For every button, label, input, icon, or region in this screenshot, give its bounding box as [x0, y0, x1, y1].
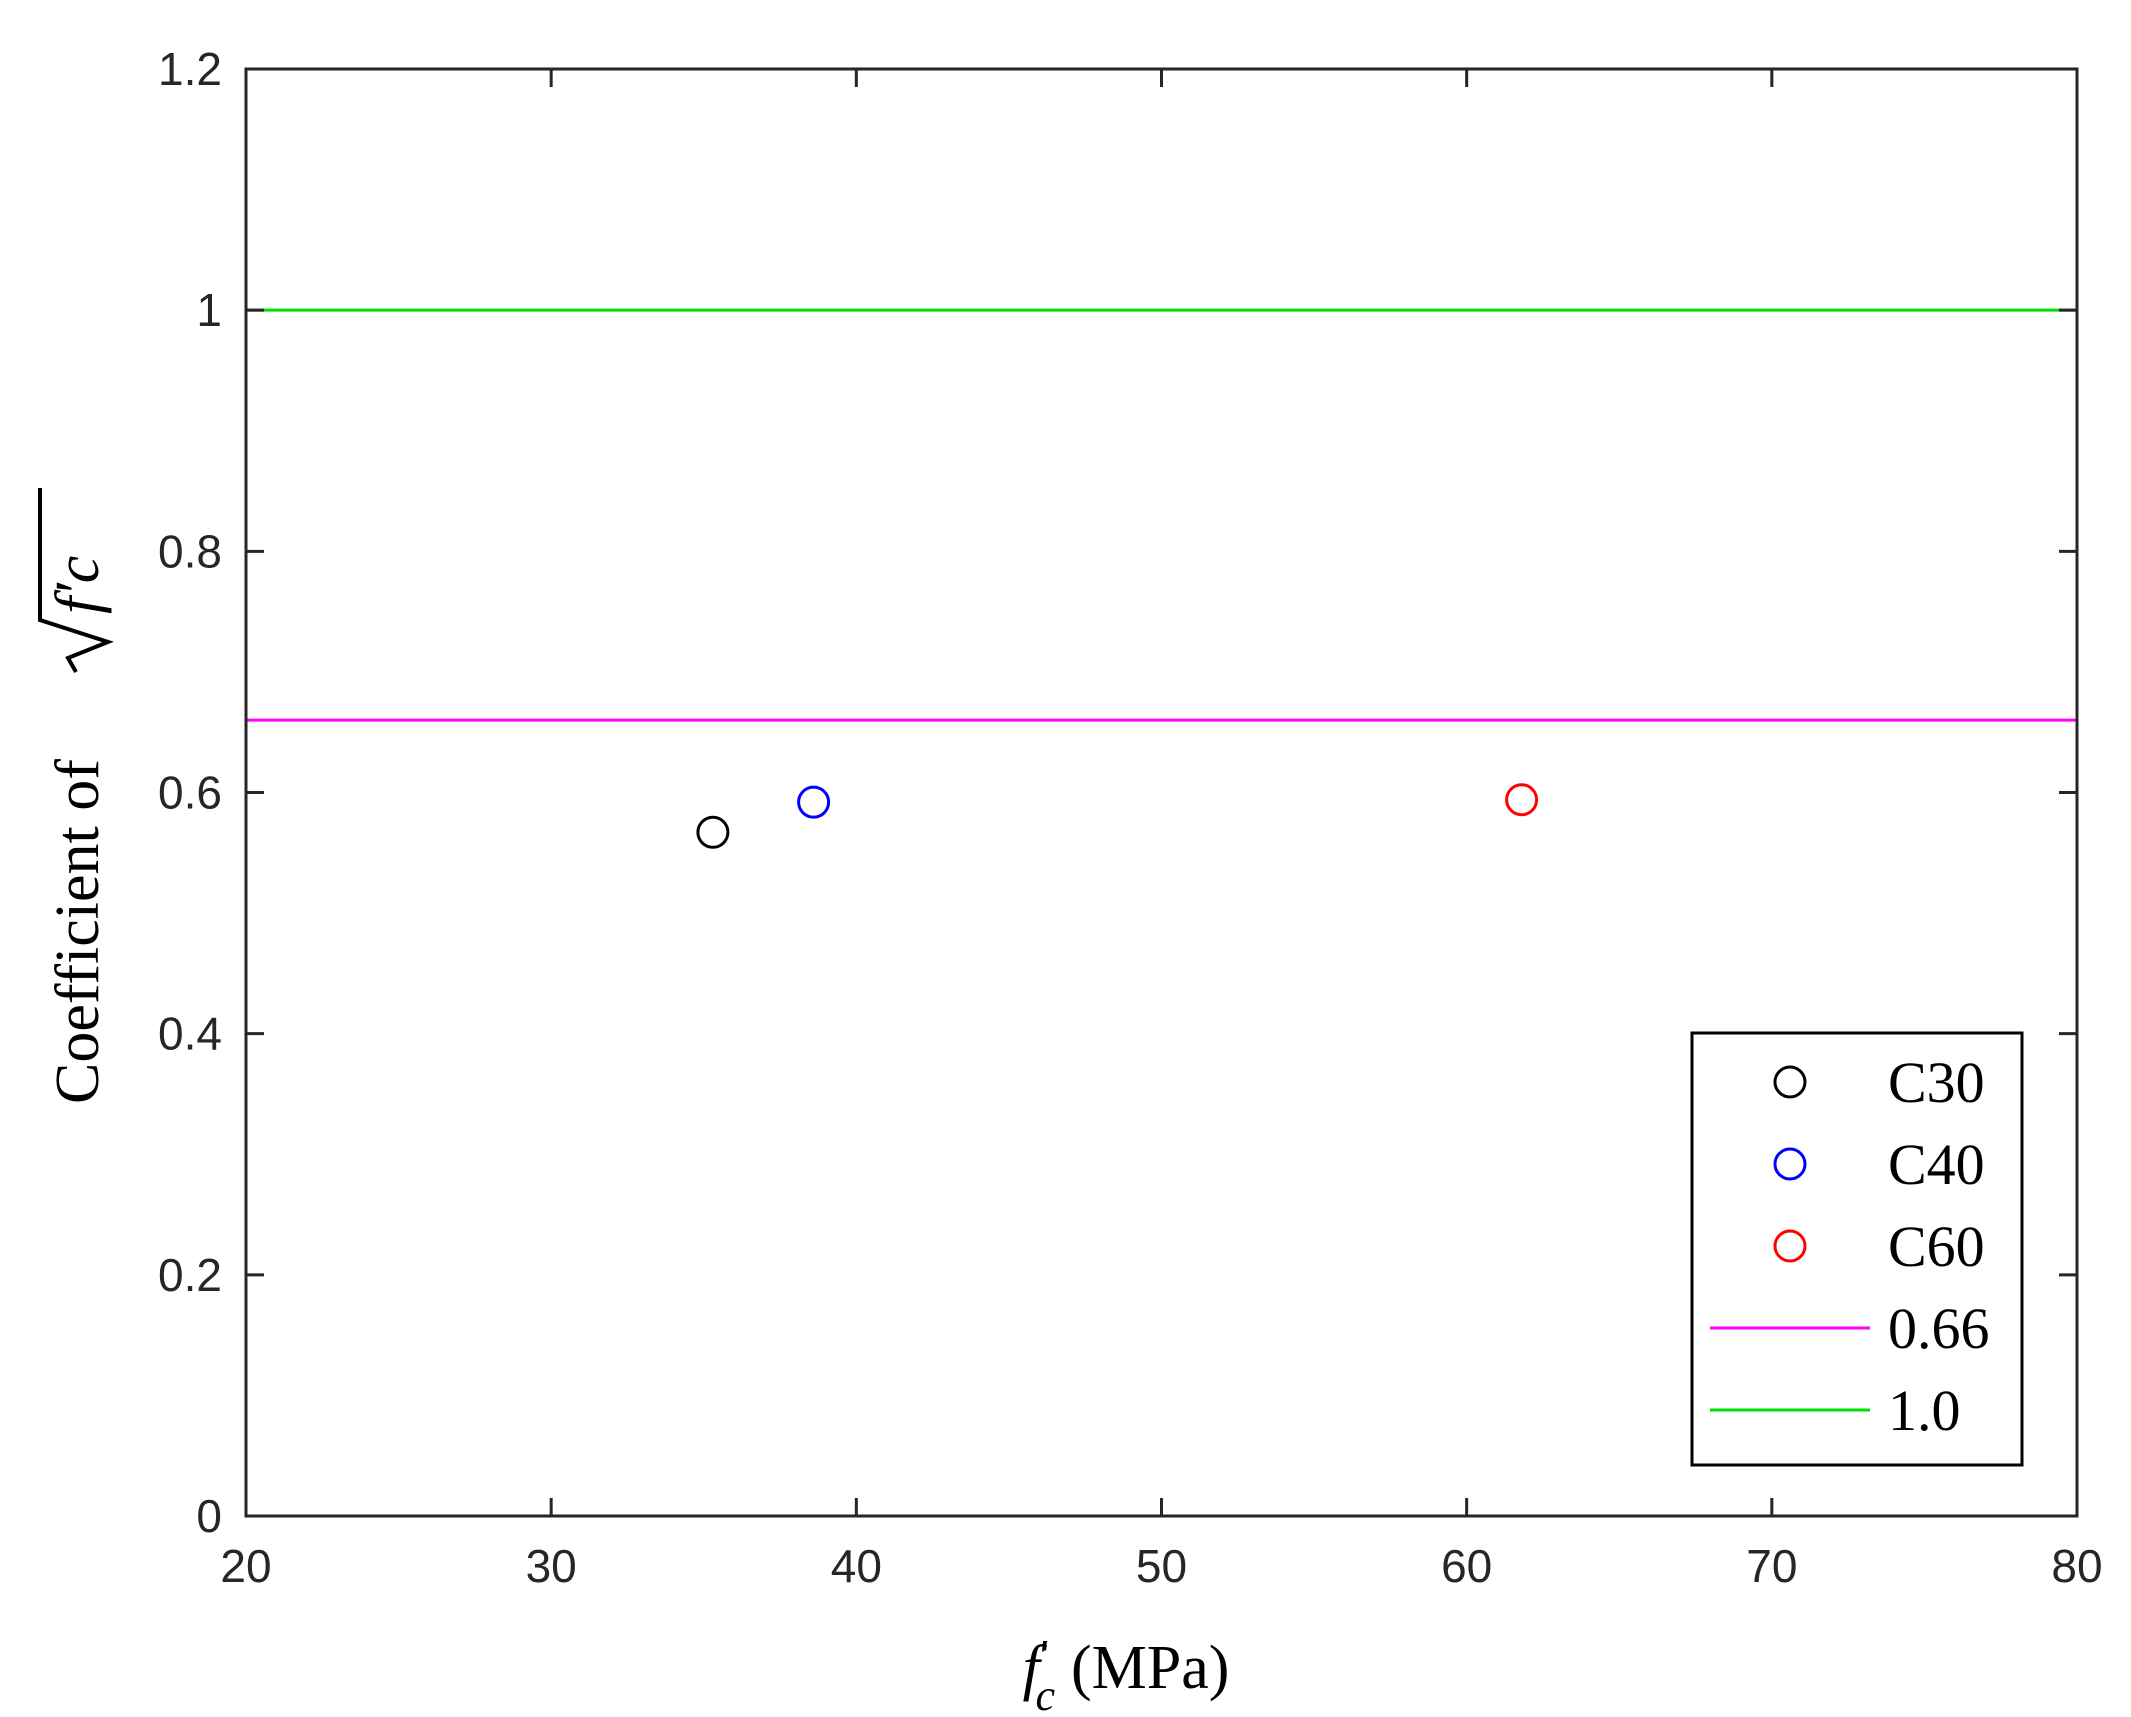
- data-point-c40: [797, 785, 831, 819]
- y-tick-label: 0.4: [158, 1008, 222, 1060]
- plot-area: [246, 308, 2077, 849]
- y-axis-label: Coefficient of f′c: [38, 488, 114, 1104]
- x-tick-label: 50: [1136, 1540, 1187, 1592]
- y-tick-label: 0.6: [158, 767, 222, 819]
- x-tick-label: 30: [526, 1540, 577, 1592]
- legend-marker-c40: [1773, 1147, 1807, 1181]
- axes: 20 30 40 50 60 70 80 0 0.2 0.4 0.6 0.8 1 1.2: [158, 43, 2103, 1592]
- x-axis-label-sub: c: [1035, 1671, 1055, 1717]
- y-axis-label-radicand: f′c: [44, 556, 112, 614]
- y-tick-label: 1.2: [158, 43, 222, 95]
- legend-label-c40: C40: [1888, 1132, 1985, 1197]
- x-axis-label-prime: ′: [1040, 1631, 1050, 1680]
- legend-label-1-0: 1.0: [1888, 1378, 1961, 1443]
- x-tick-label: 70: [1746, 1540, 1797, 1592]
- y-tick-label: 0.8: [158, 525, 222, 577]
- legend: C30 C40 C60 0.66 1.0: [1690, 1031, 2024, 1467]
- legend-label-0-66: 0.66: [1888, 1296, 1990, 1361]
- data-point-c30: [696, 815, 730, 849]
- legend-label-c60: C60: [1888, 1214, 1985, 1279]
- y-tick-label: 0: [196, 1490, 222, 1542]
- x-tick-label: 80: [2051, 1540, 2102, 1592]
- y-tick-label: 0.2: [158, 1249, 222, 1301]
- x-axis-label: f′ c (MPa): [1023, 1631, 1230, 1717]
- x-tick-label: 20: [220, 1540, 271, 1592]
- x-tick-label: 60: [1441, 1540, 1492, 1592]
- legend-label-c30: C30: [1888, 1050, 1985, 1115]
- y-axis-label-prefix: Coefficient of: [44, 759, 112, 1104]
- legend-marker-c60: [1773, 1229, 1807, 1263]
- x-axis-label-unit: (MPa): [1071, 1634, 1229, 1702]
- y-tick-label: 1: [196, 284, 222, 336]
- x-tick-label: 40: [831, 1540, 882, 1592]
- sqrt-symbol: [38, 488, 114, 673]
- data-point-c60: [1505, 783, 1539, 817]
- legend-box: [1690, 1031, 2024, 1467]
- legend-marker-c30: [1773, 1065, 1807, 1099]
